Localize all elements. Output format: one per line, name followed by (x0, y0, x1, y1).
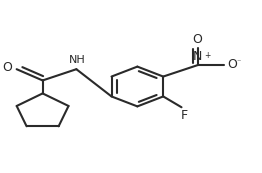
Text: O: O (192, 33, 202, 46)
Text: O: O (227, 58, 237, 71)
Text: N: N (192, 50, 202, 63)
Text: F: F (181, 109, 188, 122)
Text: O: O (2, 61, 12, 74)
Text: +: + (204, 51, 210, 60)
Text: NH: NH (68, 55, 85, 65)
Text: ⁻: ⁻ (236, 57, 241, 66)
